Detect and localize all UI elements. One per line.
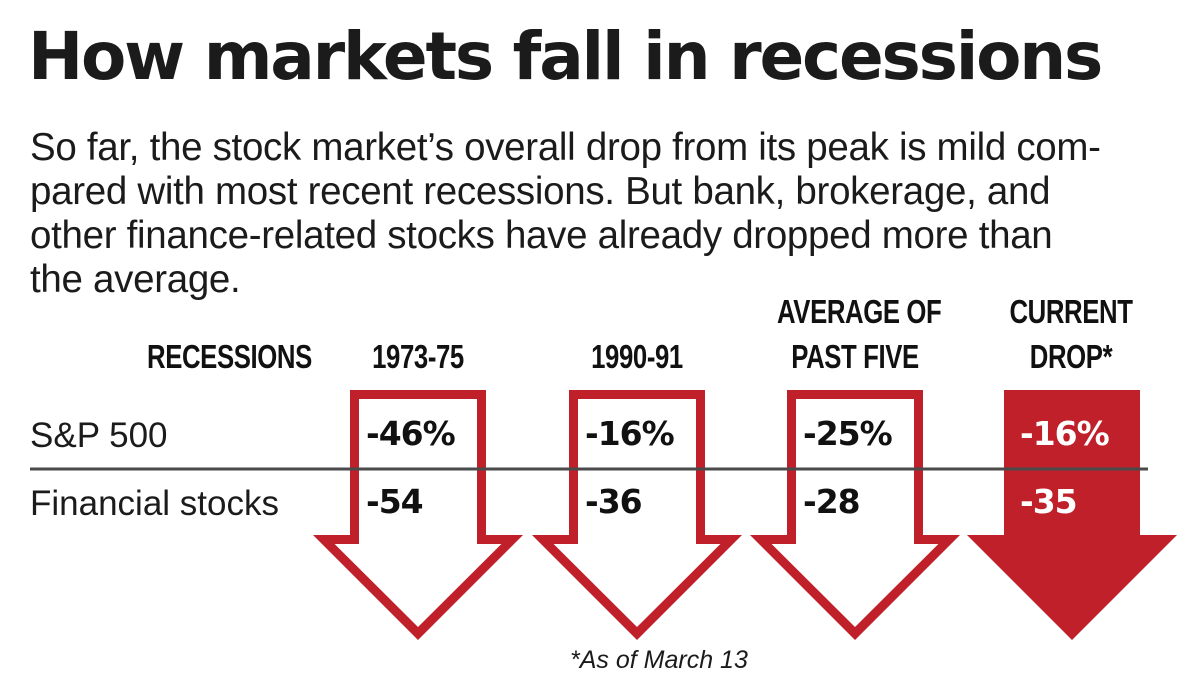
row-header-recessions: RECESSIONS	[147, 338, 312, 375]
value-financial-1990-91: -36	[585, 482, 643, 521]
value-financial-average: -28	[803, 482, 861, 521]
intro-line-3: other finance-related stocks have alread…	[30, 214, 1053, 257]
value-sp500-1973-75: -46%	[366, 414, 456, 453]
row-label-financial-stocks: Financial stocks	[30, 484, 279, 523]
chart-title: How markets fall in recessions	[28, 18, 1103, 95]
value-financial-current: -35	[1020, 482, 1078, 521]
arrow-current-drop-icon	[967, 390, 1177, 640]
column-header-current-line-2: DROP*	[1029, 338, 1113, 375]
column-header-current-line-1: CURRENT	[1009, 293, 1133, 330]
arrow-1973-75-inner	[334, 399, 502, 627]
footnote: *As of March 13	[570, 646, 748, 674]
arrow-average-past-five-inner	[771, 399, 939, 627]
value-sp500-current: -16%	[1020, 414, 1110, 453]
column-header-average-line-1: AVERAGE OF	[777, 293, 942, 330]
value-financial-1973-75: -54	[366, 482, 424, 521]
intro-line-1: So far, the stock market’s overall drop …	[30, 126, 1101, 169]
column-header-1973-75: 1973-75	[372, 338, 464, 375]
value-sp500-1990-91: -16%	[585, 414, 675, 453]
intro-line-4: the average.	[30, 258, 241, 301]
value-sp500-average: -25%	[803, 414, 893, 453]
row-label-sp500: S&P 500	[30, 416, 168, 455]
intro-line-2: pared with most recent recessions. But b…	[30, 170, 1051, 213]
arrow-1990-91-inner	[553, 399, 721, 627]
column-header-average-line-2: PAST FIVE	[791, 338, 919, 375]
column-header-1990-91: 1990-91	[591, 338, 683, 375]
